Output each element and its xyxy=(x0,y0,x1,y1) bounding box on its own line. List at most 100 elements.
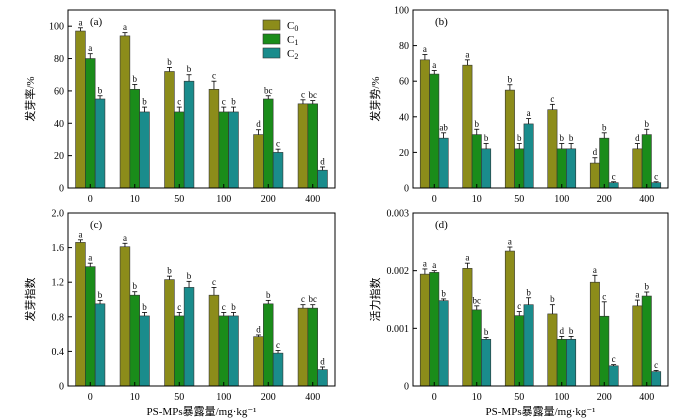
legend-label: C0 xyxy=(287,20,298,33)
plot-frame xyxy=(412,9,669,189)
x-tick-label: 50 xyxy=(174,194,184,205)
significance-label: b xyxy=(569,326,574,336)
bar xyxy=(556,148,567,189)
bar xyxy=(218,111,229,189)
bar xyxy=(307,103,318,189)
bar xyxy=(75,30,86,189)
x-tick-label: 0 xyxy=(88,392,93,403)
bar xyxy=(547,313,558,387)
significance-label: bc xyxy=(264,85,273,95)
x-tick-label: 100 xyxy=(216,392,231,403)
panel-tag: (b) xyxy=(435,16,448,28)
significance-label: b xyxy=(231,97,236,107)
bar xyxy=(208,88,220,189)
significance-label: c xyxy=(612,171,616,181)
bar xyxy=(139,315,150,387)
bar xyxy=(523,304,534,387)
x-tick-label: 100 xyxy=(216,194,231,205)
y-axis-title: 发芽率/% xyxy=(23,76,37,121)
bar xyxy=(481,338,492,387)
y-tick-label: 60 xyxy=(54,86,64,97)
x-tick-label: 200 xyxy=(597,194,612,205)
y-tick-label: 0.001 xyxy=(387,324,410,335)
bar xyxy=(183,80,195,189)
x-tick-label: 50 xyxy=(514,392,524,403)
bar xyxy=(272,152,284,189)
bar xyxy=(504,250,515,387)
legend-label: C2 xyxy=(287,48,298,61)
legend-subscript: 2 xyxy=(294,52,298,61)
x-tick-label: 400 xyxy=(639,194,654,205)
bar xyxy=(85,58,96,189)
bar xyxy=(651,182,662,189)
bar xyxy=(419,273,430,387)
x-tick-label: 200 xyxy=(261,392,276,403)
x-tick-label: 10 xyxy=(472,194,482,205)
y-tick-label: 0 xyxy=(404,382,409,393)
significance-label: a xyxy=(508,237,512,247)
y-tick-label: 100 xyxy=(394,6,409,17)
bar xyxy=(119,35,131,189)
bar xyxy=(471,309,482,387)
bar xyxy=(608,182,619,189)
x-tick-label: 100 xyxy=(554,392,569,403)
significance-label: c xyxy=(550,94,554,104)
bar xyxy=(129,294,140,387)
x-tick-label: 400 xyxy=(305,392,320,403)
bar xyxy=(462,268,473,387)
bar xyxy=(94,303,106,387)
bar xyxy=(253,134,264,189)
significance-label: b xyxy=(187,64,192,74)
significance-label: c xyxy=(612,354,616,364)
significance-label: c xyxy=(301,89,305,99)
significance-label: c xyxy=(276,139,280,149)
significance-label: d xyxy=(256,324,261,334)
significance-label: c xyxy=(517,301,521,311)
significance-label: b xyxy=(508,74,513,84)
significance-label: c xyxy=(301,294,305,304)
significance-label: a xyxy=(88,253,92,263)
bar xyxy=(429,272,440,387)
plot-frame xyxy=(67,9,336,189)
significance-label: b xyxy=(645,119,650,129)
bar xyxy=(272,352,284,387)
y-tick-label: 2.0 xyxy=(52,209,65,220)
bar xyxy=(589,281,600,387)
legend-subscript: 1 xyxy=(294,38,298,47)
bar xyxy=(641,134,652,189)
bar xyxy=(317,369,328,387)
significance-label: b xyxy=(98,85,103,95)
bar xyxy=(438,300,449,387)
bar xyxy=(139,111,150,189)
significance-label: a xyxy=(465,49,469,59)
significance-label: a xyxy=(123,22,127,32)
y-tick-label: 80 xyxy=(399,41,409,52)
significance-label: b xyxy=(133,281,138,291)
x-tick-label: 50 xyxy=(174,392,184,403)
bar xyxy=(263,98,274,189)
x-axis-title: PS-MPs暴露量/mg·kg⁻¹ xyxy=(486,405,596,418)
y-axis-title: 发芽势/% xyxy=(368,76,382,121)
y-tick-label: 0.8 xyxy=(52,312,65,323)
bar xyxy=(632,148,643,189)
bar xyxy=(462,64,473,189)
bar xyxy=(566,148,577,189)
significance-label: ab xyxy=(439,122,448,132)
bar xyxy=(438,137,449,189)
significance-label: d xyxy=(560,326,565,336)
x-tick-label: 0 xyxy=(88,194,93,205)
significance-label: b xyxy=(133,74,138,84)
panel-tag: (a) xyxy=(90,16,103,28)
significance-label: d xyxy=(320,156,325,166)
bar xyxy=(228,111,239,189)
significance-label: b xyxy=(441,288,446,298)
bar xyxy=(317,169,328,189)
y-tick-label: 0 xyxy=(404,184,409,195)
plot-frame xyxy=(412,212,669,387)
bar xyxy=(263,303,274,387)
y-tick-label: 1.2 xyxy=(52,278,65,289)
